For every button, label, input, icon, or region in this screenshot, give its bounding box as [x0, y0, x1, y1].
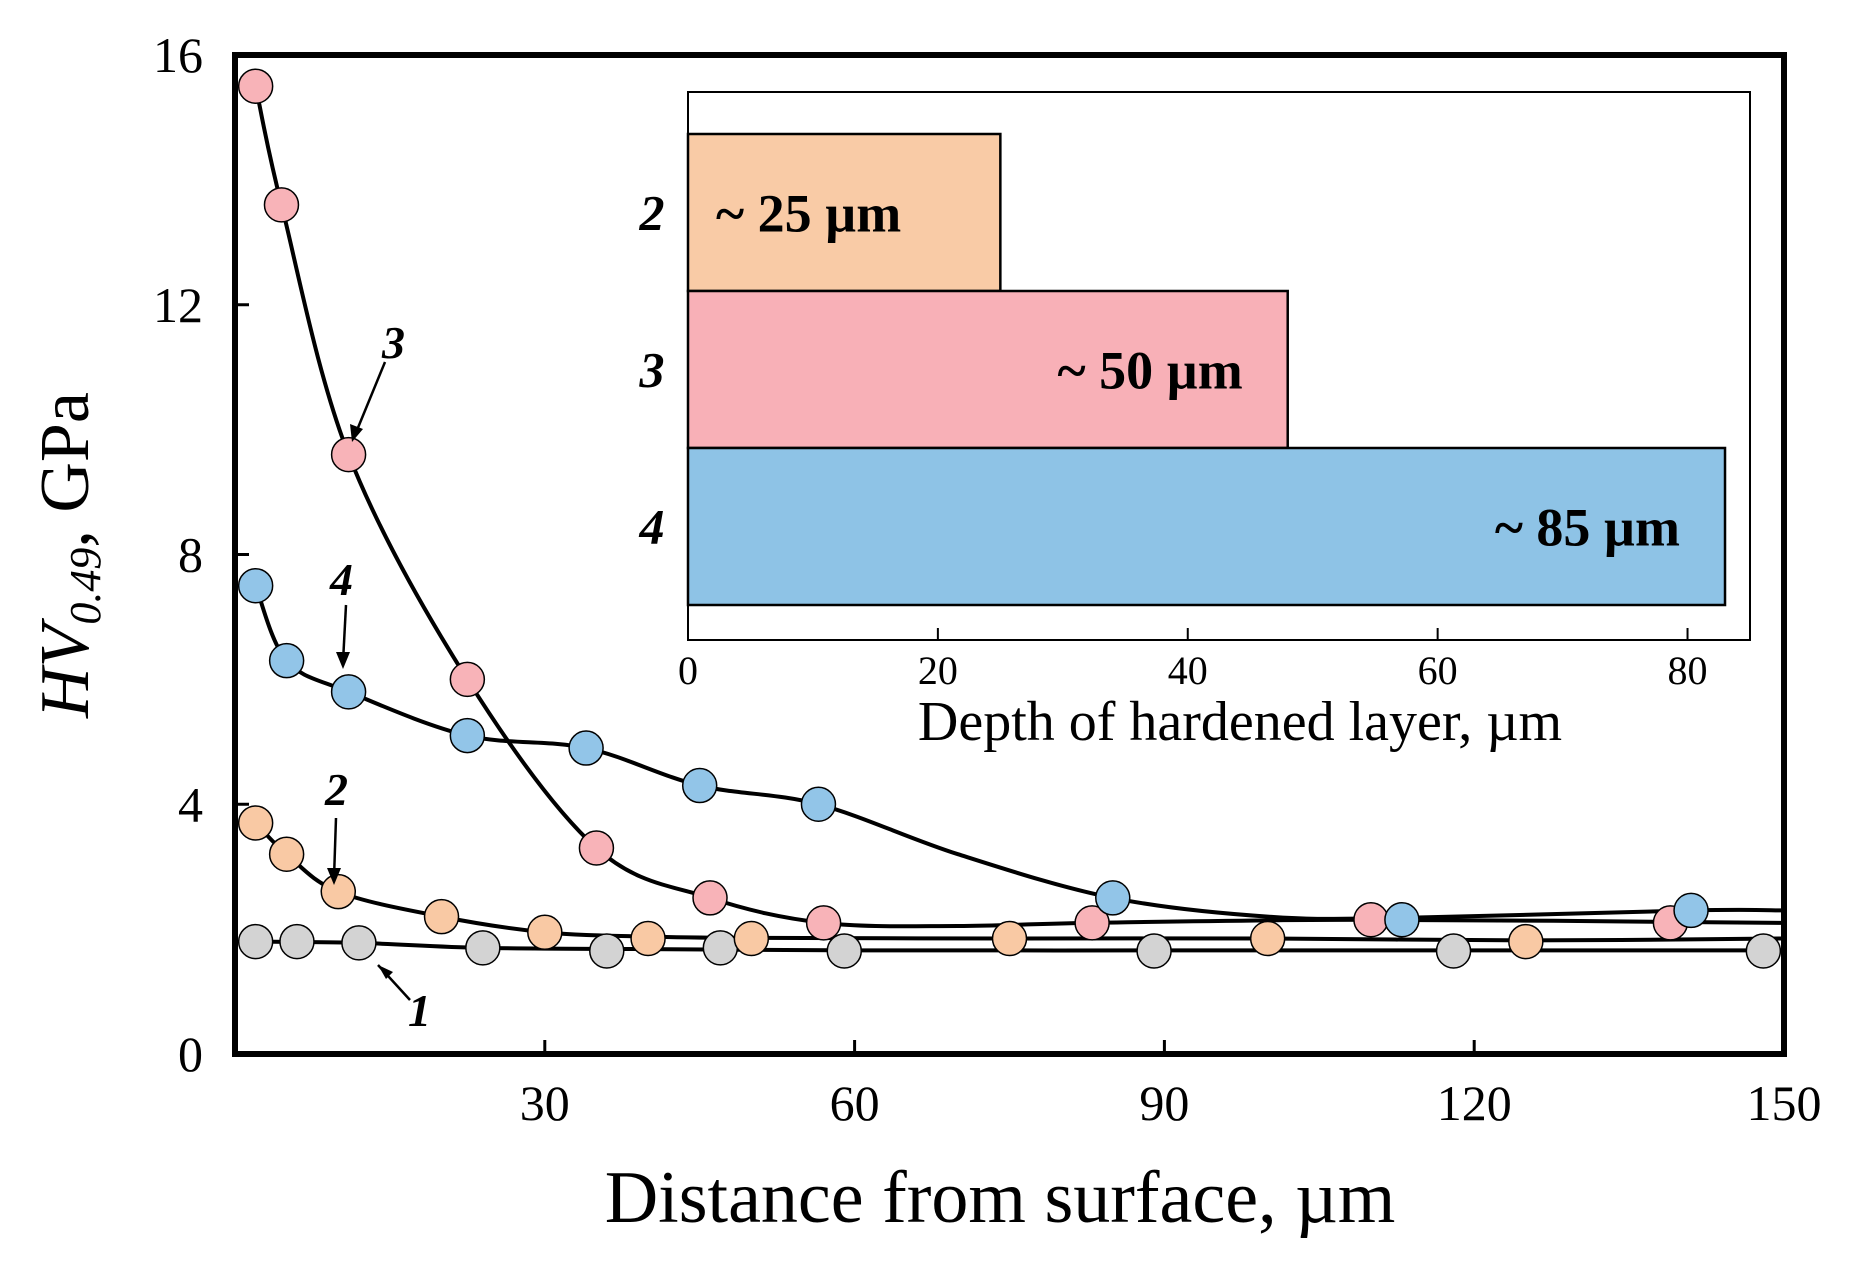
series-4-point	[681, 767, 718, 804]
series-3-point	[1353, 902, 1389, 938]
series-3-point	[578, 830, 615, 866]
series-2-point	[1508, 923, 1544, 960]
series-4-point	[237, 567, 274, 604]
bar-category-label: 3	[639, 342, 665, 398]
series-3-point	[1074, 905, 1110, 941]
annotation-curve-3: 3	[350, 317, 405, 442]
series-4-point	[449, 717, 486, 754]
bar-value-label: ~ 50 µm	[1058, 341, 1243, 401]
annotation-curve-1: 1	[377, 964, 431, 1036]
series-4-point	[1095, 880, 1131, 916]
bar-value-label: ~ 25 µm	[716, 184, 901, 244]
curve-annotations: 1 2 3 4	[324, 317, 431, 1036]
series-2-point	[268, 836, 305, 872]
series-4-point	[800, 786, 837, 822]
series-4-point	[1673, 892, 1709, 929]
y-tick-label: 8	[178, 527, 203, 583]
series-2-point	[1249, 920, 1286, 957]
inset-tick-label: 0	[678, 648, 698, 693]
series-3-point	[263, 187, 300, 223]
bar-4	[686, 446, 1727, 607]
y-axis-title-unit: , GPa	[27, 392, 104, 548]
annotation-label-1: 1	[408, 985, 431, 1036]
annotation-curve-4: 4	[329, 554, 353, 669]
x-tick-label: 120	[1437, 1075, 1512, 1131]
inset-tick-label: 80	[1668, 648, 1708, 693]
series-1-point	[341, 925, 377, 961]
series-4-line	[253, 584, 1785, 921]
x-tick-label: 150	[1747, 1075, 1822, 1131]
series-2-point	[237, 805, 274, 841]
x-tick-label: 30	[520, 1075, 570, 1131]
series-4-point	[330, 674, 367, 710]
y-axis-title: HV0.49, GPa	[27, 392, 110, 719]
inset-tick-label: 40	[1168, 648, 1208, 693]
y-axis-title-subscript: 0.49	[61, 548, 110, 625]
series-3-point	[692, 880, 728, 916]
series-4-point	[568, 730, 604, 766]
annotation-curve-2: 2	[324, 764, 348, 885]
bar-2	[686, 132, 1002, 293]
inset-tick-label: 60	[1418, 648, 1458, 693]
y-tick-label: 16	[153, 27, 203, 83]
series-2-point	[423, 898, 460, 935]
series-3-point	[237, 68, 274, 104]
series-1-point	[589, 933, 625, 969]
annotation-label-4: 4	[329, 554, 353, 605]
series-1-point	[1745, 933, 1782, 969]
x-axis-title: Distance from surface, µm	[605, 1157, 1396, 1239]
series-1-point	[465, 930, 501, 966]
bar-value-label: ~ 85 µm	[1495, 498, 1680, 558]
annotation-label-3: 3	[381, 317, 405, 368]
series-3-point	[330, 436, 367, 473]
y-axis-title-main: HV	[27, 617, 104, 719]
bar-category-label: 4	[639, 499, 665, 555]
y-tick-label: 0	[178, 1026, 203, 1082]
bar-category-label: 2	[639, 185, 665, 241]
series-3-point	[805, 905, 842, 941]
inset-tick-label: 20	[918, 648, 958, 693]
series-1-point	[1136, 933, 1172, 969]
annotation-label-2: 2	[324, 764, 348, 815]
series-2-point	[630, 920, 666, 957]
y-tick-label: 4	[178, 776, 203, 832]
series-2-point	[733, 920, 770, 957]
inset-bar-chart: ~ 25 µm 2 ~ 50 µm 3 ~ 85 µm 4 0 20 40 60 80 Depth…	[639, 91, 1751, 753]
inset-x-axis-title: Depth of hardened layer, µm	[918, 691, 1562, 753]
inset-axis-ticks: 0 20 40 60 80	[678, 628, 1708, 693]
y-tick-label: 12	[153, 277, 203, 333]
series-1-point	[1435, 933, 1472, 969]
series-4-point	[268, 642, 305, 679]
inset-bars: ~ 25 µm 2 ~ 50 µm 3 ~ 85 µm 4	[639, 132, 1727, 607]
series-1-point	[702, 930, 739, 966]
series-1-point	[279, 923, 315, 960]
series-1-point	[826, 933, 863, 969]
series-2-point	[991, 920, 1028, 957]
x-tick-label: 60	[830, 1075, 880, 1131]
series-3-point	[449, 661, 486, 698]
series-2-point	[320, 873, 357, 910]
main-points	[237, 68, 1782, 969]
bar-3	[686, 289, 1289, 450]
series-4-point	[1384, 902, 1420, 938]
series-2-point	[527, 914, 563, 950]
x-tick-label: 90	[1139, 1075, 1189, 1131]
series-1-point	[237, 923, 274, 960]
